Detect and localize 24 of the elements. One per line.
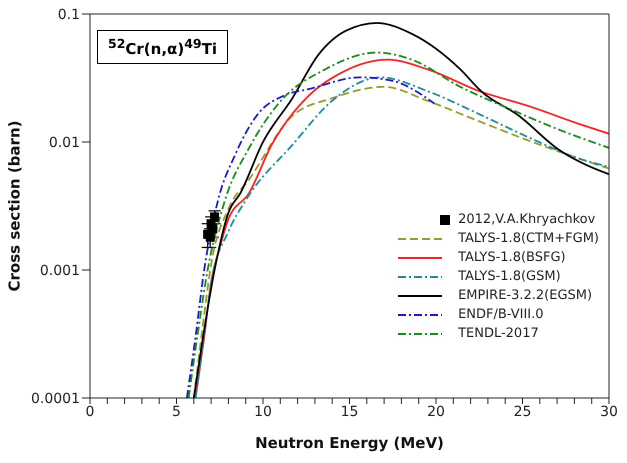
x-tick-label: 10 [254,404,272,420]
x-tick-label: 25 [514,404,532,420]
x-tick-label: 5 [172,404,181,420]
legend-label: ENDF/B-VIII.0 [458,307,544,322]
line-series [186,76,436,398]
y-tick-label: 0.1 [58,6,80,23]
y-tick-label: 0.01 [48,134,80,151]
x-tick-label: 15 [340,404,358,420]
text: $^{52}$Cr(n,α)$^{49}$Ti [97,30,228,64]
legend-label: TALYS-1.8(BSFG) [458,250,566,265]
legend-label: TENDL-2017 [458,326,539,341]
x-tick-label: 20 [427,404,445,420]
x-tick-label: 30 [600,404,618,420]
point [206,232,215,242]
y-tick-label: 0.0001 [31,390,80,407]
x-axis-title: Neutron Energy (MeV) [255,434,444,452]
y-tick-label: 0.001 [40,262,80,279]
legend-label: TALYS-1.8(GSM) [458,269,561,284]
legend-label: EMPIRE-3.2.2(EGSM) [458,288,592,303]
x-tick-label: 0 [86,404,94,420]
y-axis-title: Cross section (barn) [5,120,24,292]
point [210,212,220,222]
legend-label: 2012,V.A.Khryachkov [458,212,596,227]
legend-label: TALYS-1.8(CTM+FGM) [458,231,599,246]
